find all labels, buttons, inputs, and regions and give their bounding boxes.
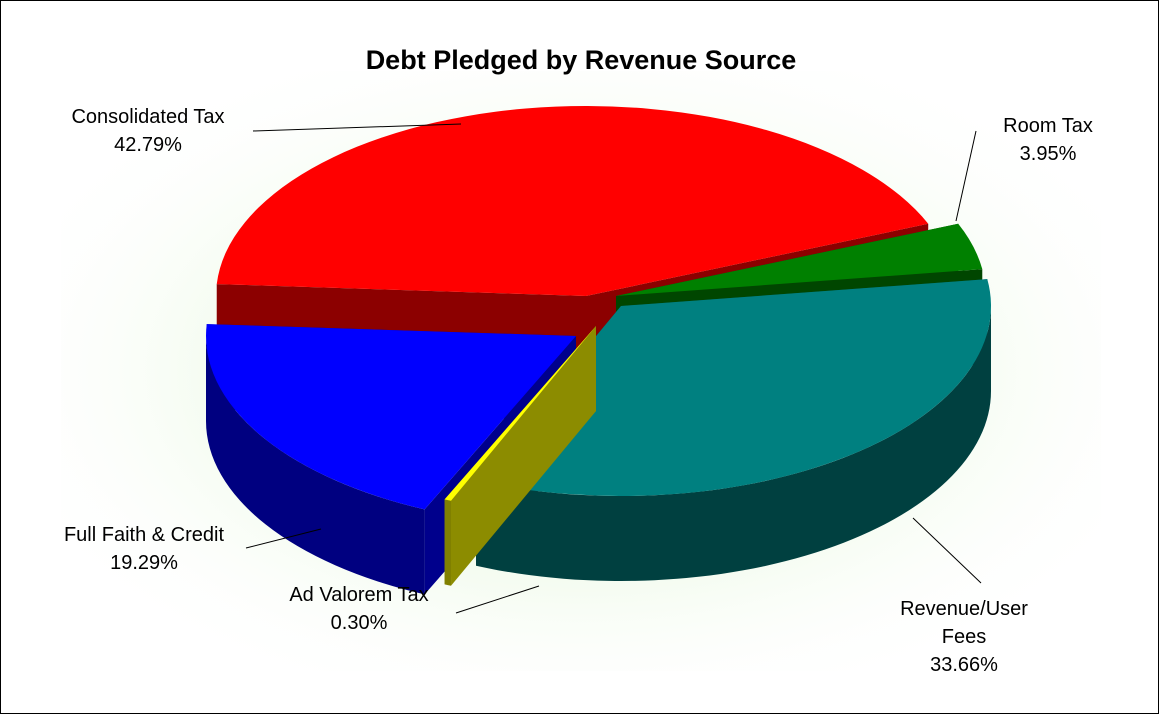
slice-top: [616, 223, 983, 296]
pie-slices: [205, 105, 991, 595]
slice-top: [444, 326, 596, 501]
pie-slice-ad-valorem-tax: [444, 326, 596, 586]
slice-side: [476, 306, 991, 581]
slice-side: [444, 499, 452, 586]
slice-top: [205, 324, 576, 510]
slice-label: Consolidated Tax 42.79%: [71, 106, 224, 156]
leader-line: [245, 528, 322, 549]
leader-line: [955, 130, 977, 222]
slice-label: Full Faith & Credit 19.29%: [64, 524, 224, 574]
slice-wall: [444, 326, 596, 585]
leader-lines: [245, 123, 982, 614]
slice-label: Revenue/User Fees 33.66%: [900, 598, 1028, 676]
slice-label: Room Tax 3.95%: [1003, 115, 1093, 165]
slice-label: Ad Valorem Tax 0.30%: [289, 584, 428, 634]
leader-line: [912, 517, 982, 584]
slice-labels: Consolidated Tax 42.79% Room Tax 3.95% Reven…: [64, 106, 1093, 676]
leader-line: [252, 123, 462, 132]
chart-title: Debt Pledged by Revenue Source: [366, 45, 797, 75]
slice-side: [206, 336, 425, 595]
slice-top: [476, 279, 991, 496]
leader-line: [455, 585, 540, 614]
slice-top: [216, 105, 929, 296]
